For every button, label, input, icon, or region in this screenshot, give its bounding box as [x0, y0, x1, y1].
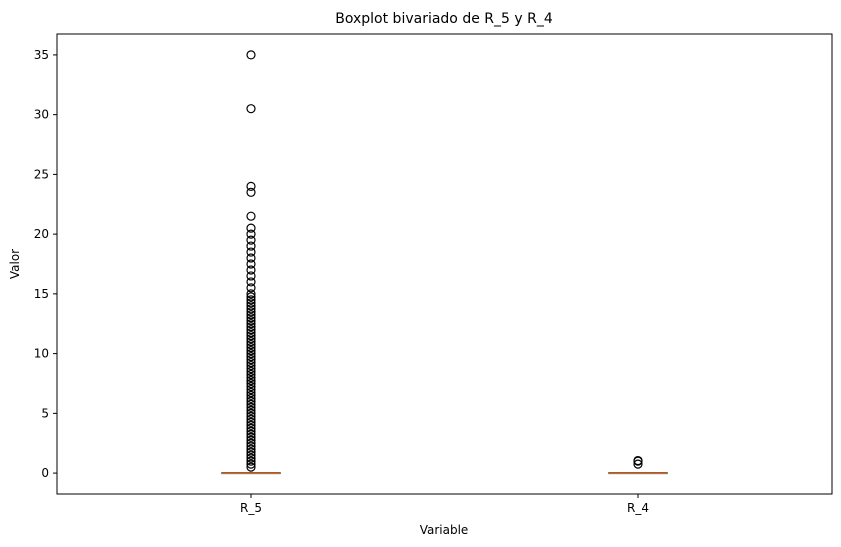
outlier-point — [246, 390, 256, 401]
outlier-point — [246, 298, 256, 308]
outlier-point — [246, 360, 256, 371]
outlier-point — [246, 247, 256, 257]
outlier-point — [246, 235, 256, 245]
outlier-point — [246, 265, 256, 275]
outlier-point — [246, 313, 256, 323]
outlier-point — [246, 357, 256, 368]
outlier-point — [246, 363, 256, 374]
outlier-point — [246, 304, 256, 314]
outlier-point — [246, 420, 256, 430]
outlier-point — [246, 402, 256, 412]
outlier-point — [633, 459, 643, 469]
outlier-point — [246, 104, 256, 114]
outlier-point — [246, 229, 256, 239]
outlier-point — [246, 423, 256, 433]
outlier-point — [246, 435, 256, 445]
outlier-point — [246, 381, 256, 392]
outlier-point — [246, 292, 256, 302]
outlier-point — [246, 372, 256, 383]
outlier-point — [246, 337, 256, 347]
outlier-point — [246, 319, 256, 329]
outlier-point — [246, 441, 256, 451]
outlier-point — [246, 417, 256, 427]
outlier-point — [246, 369, 256, 380]
outlier-point — [246, 310, 256, 320]
outlier-point — [246, 211, 256, 221]
outlier-point — [246, 405, 256, 415]
outlier-point — [246, 307, 256, 317]
outlier-point — [246, 181, 256, 191]
y-axis: 0 5 10 15 20 25 30 35 — [34, 48, 57, 480]
outlier-point — [246, 393, 256, 404]
outlier-point — [246, 456, 256, 466]
y-axis-label: Valor — [8, 249, 22, 279]
box-R_5 — [221, 50, 281, 475]
outlier-point — [246, 462, 256, 472]
outlier-point — [246, 453, 256, 463]
y-tick-label: 20 — [34, 227, 49, 241]
outlier-point — [246, 346, 256, 356]
outlier-point — [246, 426, 256, 436]
outlier-point — [246, 459, 256, 469]
outlier-point — [246, 316, 256, 326]
outlier-point — [246, 384, 256, 395]
outlier-point — [246, 241, 256, 251]
x-axis: R_5 R_4 — [240, 494, 649, 515]
outlier-point — [246, 301, 256, 311]
y-tick-label: 15 — [34, 287, 49, 301]
outlier-point — [246, 414, 256, 424]
plot-frame — [56, 33, 833, 495]
plot-area — [221, 50, 668, 475]
outlier-point — [246, 334, 256, 344]
outlier-point — [246, 322, 256, 332]
outlier-point — [246, 295, 256, 305]
outlier-point — [246, 50, 256, 60]
outlier-point — [246, 340, 256, 350]
outlier-point — [246, 271, 256, 281]
outlier-point — [246, 429, 256, 439]
outlier-point — [246, 411, 256, 421]
outlier-point — [246, 289, 256, 299]
outlier-point — [246, 396, 256, 407]
outlier-point — [246, 408, 256, 418]
outlier-point — [246, 378, 256, 389]
outlier-point — [246, 259, 256, 269]
outlier-point — [246, 277, 256, 287]
outlier-point — [246, 354, 256, 365]
outlier-point — [246, 447, 256, 457]
outlier-point — [246, 387, 256, 398]
outlier-point — [246, 187, 256, 197]
x-tick-label: R_5 — [240, 501, 262, 515]
outlier-point — [246, 325, 256, 335]
outlier-point — [246, 253, 256, 263]
outlier-point — [246, 450, 256, 460]
chart-title: Boxplot bivariado de R_5 y R_4 — [335, 11, 553, 27]
outlier-point — [246, 438, 256, 448]
outlier-point — [246, 331, 256, 341]
outlier-point — [246, 444, 256, 454]
outlier-point — [246, 343, 256, 353]
x-axis-label: Variable — [420, 523, 469, 537]
y-tick-label: 10 — [34, 347, 49, 361]
box-R_4 — [608, 455, 668, 475]
y-tick-label: 25 — [34, 167, 49, 181]
outlier-point — [246, 283, 256, 293]
outlier-point — [246, 328, 256, 338]
outlier-point — [246, 399, 256, 409]
x-tick-label: R_4 — [627, 501, 649, 515]
outlier-point — [246, 351, 256, 362]
y-tick-label: 5 — [41, 406, 49, 420]
y-tick-label: 30 — [34, 108, 49, 122]
outlier-point — [246, 432, 256, 442]
outlier-point — [246, 223, 256, 233]
outlier-point — [246, 375, 256, 386]
outlier-point — [246, 349, 256, 359]
y-tick-label: 0 — [41, 466, 49, 480]
y-tick-label: 35 — [34, 48, 49, 62]
outlier-point — [246, 366, 256, 377]
outlier-point — [633, 455, 643, 466]
